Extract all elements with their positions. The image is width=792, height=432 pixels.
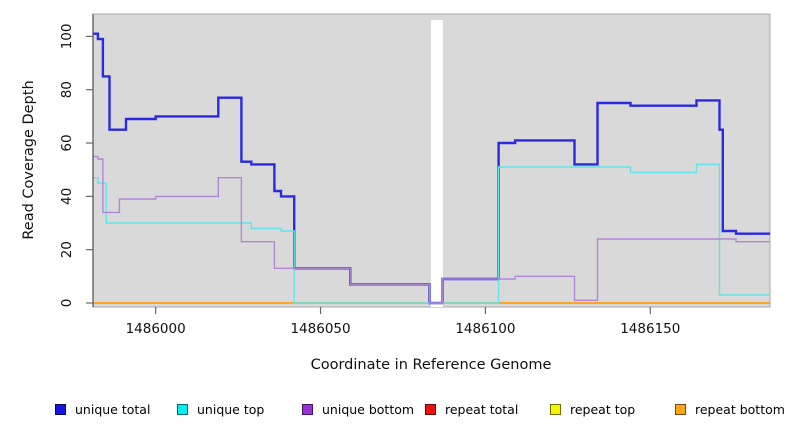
y-tick-label: 100 xyxy=(59,24,75,50)
x-tick-label: 1486050 xyxy=(290,321,350,337)
legend-item-unique-top: unique top xyxy=(177,400,264,418)
legend-item-repeat-total: repeat total xyxy=(425,400,518,418)
y-tick-label: 40 xyxy=(59,188,75,205)
legend-swatch-icon xyxy=(302,403,313,415)
y-tick-label: 0 xyxy=(59,299,75,308)
x-axis-title: Coordinate in Reference Genome xyxy=(310,357,552,373)
x-tick-label: 1486100 xyxy=(455,321,515,337)
x-tick-label: 1486150 xyxy=(620,321,680,337)
y-tick-label: 80 xyxy=(59,81,75,98)
legend-swatch-icon xyxy=(177,403,188,415)
legend-item-unique-total: unique total xyxy=(55,400,150,418)
legend-item-unique-bottom: unique bottom xyxy=(302,400,414,418)
legend-item-repeat-top: repeat top xyxy=(550,400,635,418)
legend-label: unique bottom xyxy=(322,401,415,417)
y-axis-title: Read Coverage Depth xyxy=(21,80,37,240)
y-tick-label: 60 xyxy=(59,134,75,151)
x-tick-label: 1486000 xyxy=(126,321,186,337)
series-line-unique-top xyxy=(93,163,770,304)
legend-label: unique total xyxy=(75,401,151,417)
series-line-unique-bottom xyxy=(93,155,770,304)
legend-label: repeat bottom xyxy=(695,401,785,417)
legend-label: repeat top xyxy=(570,401,636,417)
legend-swatch-icon xyxy=(425,403,436,415)
legend-label: repeat total xyxy=(445,401,519,417)
legend-swatch-icon xyxy=(55,403,66,415)
legend-swatch-icon xyxy=(550,403,561,415)
y-tick-label: 20 xyxy=(59,241,75,258)
legend-label: unique top xyxy=(197,401,265,417)
masked-region xyxy=(431,20,443,307)
legend-swatch-icon xyxy=(675,403,686,415)
legend-item-repeat-bottom: repeat bottom xyxy=(675,400,785,418)
